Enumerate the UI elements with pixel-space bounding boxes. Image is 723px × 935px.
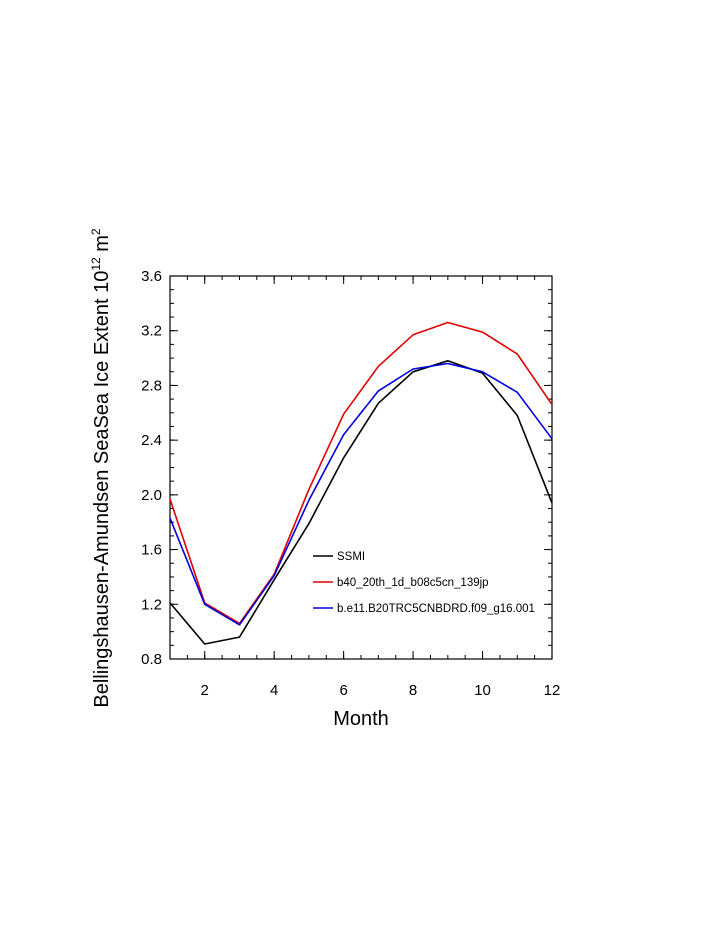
legend: SSMI b40_20th_1d_b08c5cn_139jp b.e11.B20TR… [313,551,535,615]
y-axis-title-exponent: 12 [89,257,103,271]
y-tick-label: 2.8 [141,377,162,394]
y-tick-label: 3.6 [141,268,162,285]
y-tick-label: 1.2 [141,596,162,613]
legend-label-3: b.e11.B20TRC5CNBDRD.f09_g16.001 [337,603,535,615]
series-line-1 [169,359,553,645]
legend-label-2: b40_20th_1d_b08c5cn_139jp [337,577,489,589]
y-tick-label: 0.8 [141,651,162,668]
y-tick-label: 3.2 [141,323,162,340]
plot-frame [169,275,553,660]
x-axis-title: Month [333,708,389,730]
y-axis-title-unit-exponent: 2 [89,228,103,235]
legend-label-1: SSMI [337,551,365,563]
y-axis-title-unit: m [91,235,113,257]
series-line-2 [169,321,553,625]
y-tick-label: 2.0 [141,487,162,504]
x-tick-label: 8 [409,682,417,699]
series-line-3 [169,362,553,626]
x-tick-label: 10 [474,682,491,699]
y-tick-label: 1.6 [141,542,162,559]
x-tick-label: 12 [544,682,561,699]
x-tick-label: 4 [270,682,278,699]
y-axis-title: Bellingshausen-Amundsen SeaSea Ice Exten… [89,228,113,708]
axes: 2 4 6 8 10 12 0.8 1.2 1.6 2.0 2.4 2.8 3.2 3.6 [141,268,560,699]
series-layer [169,321,553,645]
y-axis-title-main: Bellingshausen-Amundsen SeaSea Ice Exten… [91,271,113,708]
y-tick-label: 2.4 [141,432,162,449]
x-tick-label: 6 [339,682,347,699]
x-tick-label: 2 [201,682,209,699]
